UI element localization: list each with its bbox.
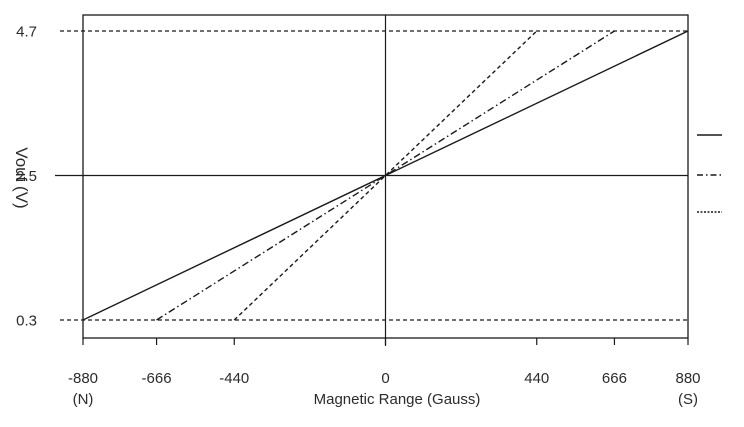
y-tick-label: 0.3: [16, 313, 37, 330]
legend: [697, 134, 722, 213]
y-tick-label: 2.5: [16, 168, 37, 185]
x-tick-label: -666: [142, 370, 172, 387]
series-line-dashdot: [156, 30, 615, 321]
y-axis-ticks: 0.3 2.5 4.7: [16, 24, 37, 330]
x-tick-label: 880: [675, 370, 700, 387]
reference-lines: [55, 15, 688, 346]
x-axis-ticks: -880 (N) -666 -440 0 440 666 880 (S): [68, 338, 701, 408]
x-axis-title: Magnetic Range (Gauss): [314, 391, 481, 408]
series-line-solid: [82, 30, 689, 321]
x-tick-sublabel: (N): [73, 391, 94, 408]
y-tick-label: 4.7: [16, 24, 37, 41]
series-lines: [82, 30, 689, 321]
x-tick-label: 440: [524, 370, 549, 387]
x-tick-label: -880: [68, 370, 98, 387]
x-tick-sublabel: (S): [678, 391, 698, 408]
x-tick-label: 666: [602, 370, 627, 387]
y-axis-title: Vout (V): [12, 147, 31, 208]
x-tick-label: -440: [219, 370, 249, 387]
x-tick-label: 0: [381, 370, 389, 387]
